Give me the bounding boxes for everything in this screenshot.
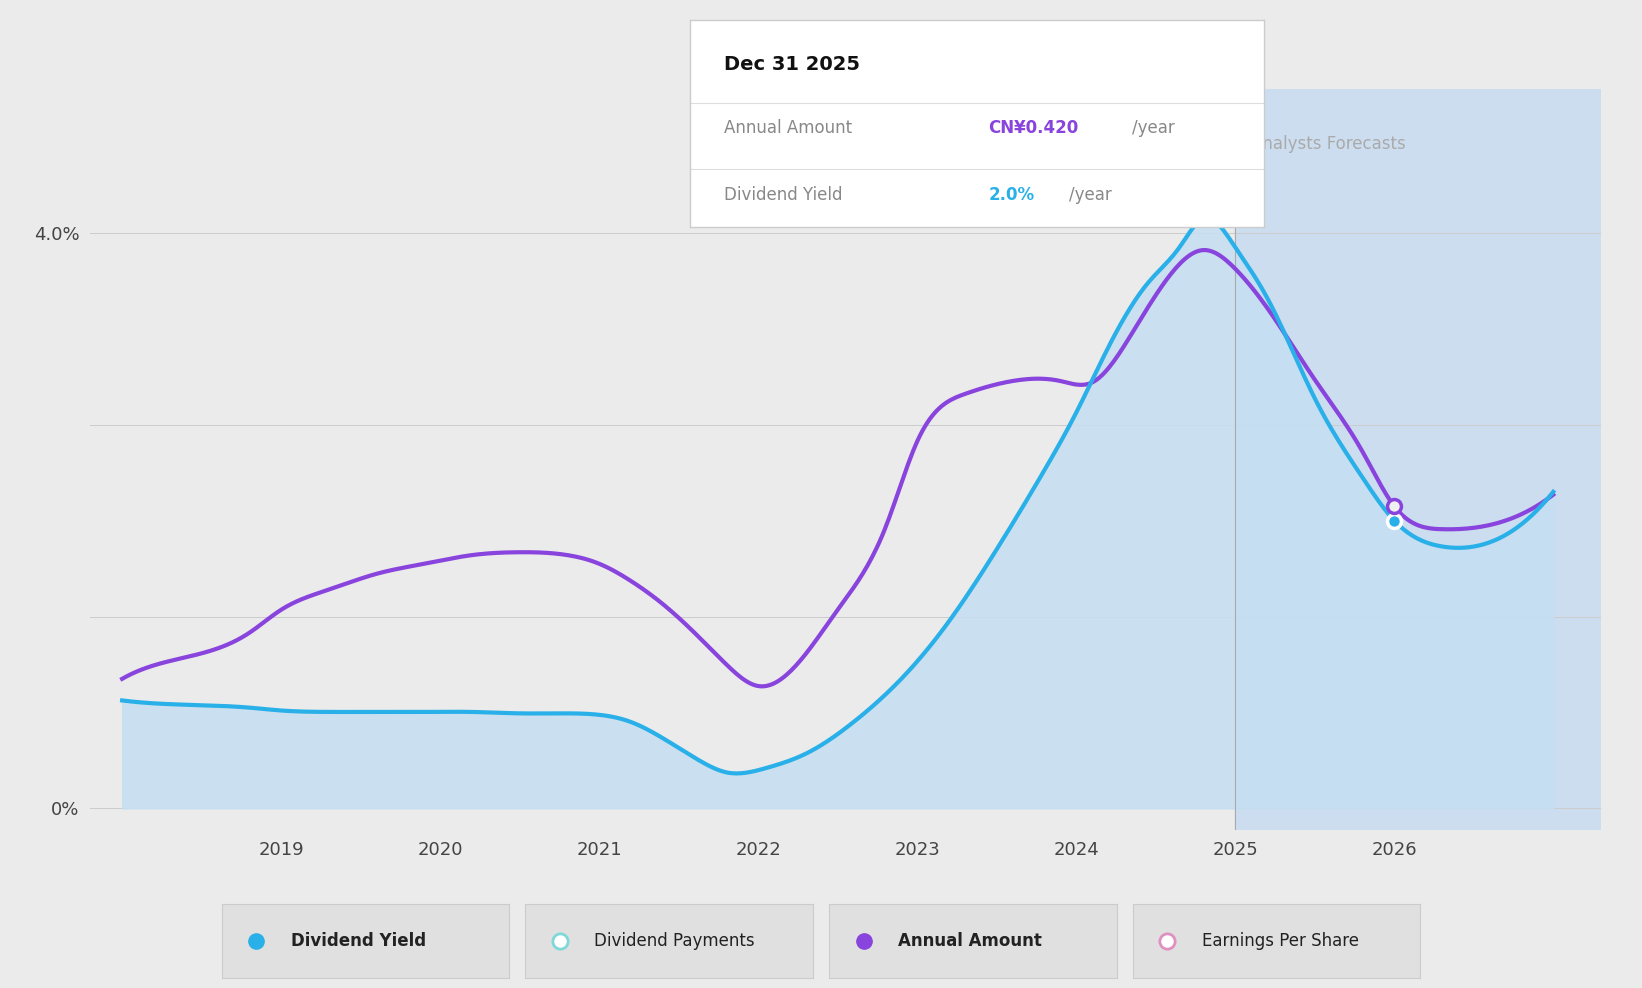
Text: CN¥0.420: CN¥0.420	[988, 120, 1079, 137]
Bar	[1235, 89, 1601, 830]
Text: 2.0%: 2.0%	[988, 186, 1034, 204]
Text: /year: /year	[1069, 186, 1112, 204]
Text: Analysts Forecasts: Analysts Forecasts	[1251, 134, 1406, 152]
Text: Dec 31 2025: Dec 31 2025	[724, 55, 860, 74]
Text: /year: /year	[1133, 120, 1176, 137]
Text: Earnings Per Share: Earnings Per Share	[1202, 932, 1360, 950]
Text: Past: Past	[1184, 134, 1220, 152]
Text: Annual Amount: Annual Amount	[724, 120, 852, 137]
Text: Dividend Yield: Dividend Yield	[291, 932, 425, 950]
Text: Dividend Payments: Dividend Payments	[594, 932, 755, 950]
Text: Annual Amount: Annual Amount	[898, 932, 1043, 950]
Text: Dividend Yield: Dividend Yield	[724, 186, 842, 204]
